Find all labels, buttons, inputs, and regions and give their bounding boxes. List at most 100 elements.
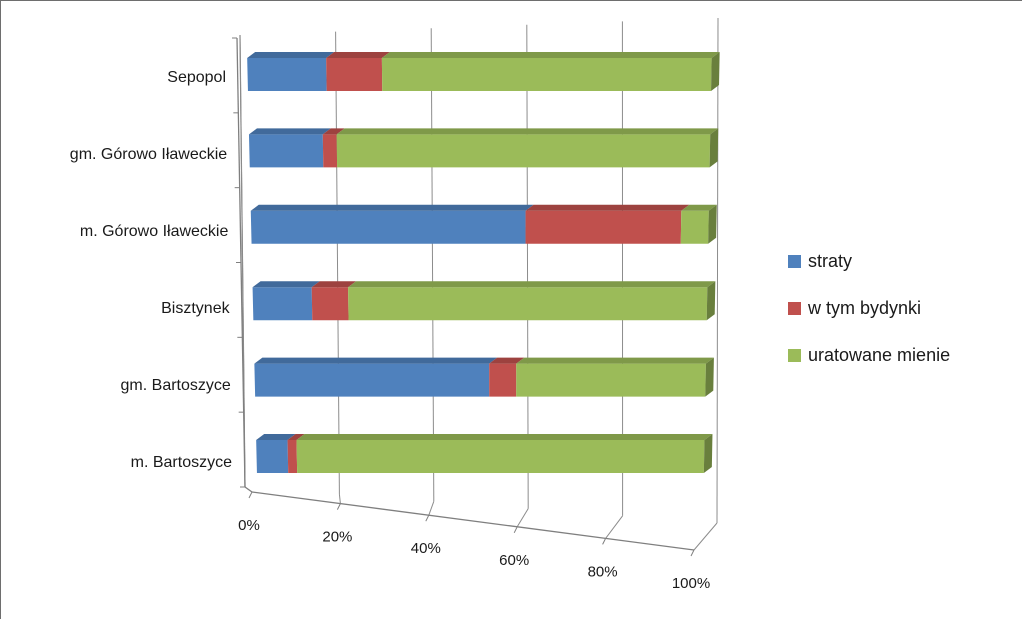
bar-front-m-bartoszyce-straty bbox=[256, 440, 289, 473]
floor-gridline-5 bbox=[693, 522, 718, 551]
bar-front-bisztynek-w-tym-bydynki bbox=[311, 287, 349, 321]
bar-sepopol-uratowane-mienie bbox=[381, 52, 720, 91]
bar-group-bisztynek bbox=[252, 281, 716, 321]
category-label-bisztynek: Bisztynek bbox=[161, 300, 230, 317]
gridline-2 bbox=[430, 28, 435, 502]
legend-swatch-w-tym-bydynki bbox=[788, 302, 801, 315]
bar-top-m-gorowo-ilaweckie-w-tym-bydynki bbox=[525, 204, 690, 211]
bar-end-m-bartoszyce bbox=[703, 434, 713, 473]
bar-group-sepopol bbox=[247, 52, 720, 91]
bar-top-bisztynek-w-tym-bydynki bbox=[311, 281, 357, 288]
bar-top-bisztynek-uratowane-mienie bbox=[348, 281, 716, 288]
bar-front-gm-bartoszyce-straty bbox=[254, 363, 490, 397]
gridlines bbox=[239, 17, 719, 551]
bar-group-gm-bartoszyce bbox=[254, 357, 714, 397]
legend-label-straty: straty bbox=[808, 251, 852, 271]
bar-top-m-gorowo-ilaweckie-uratowane-mienie bbox=[681, 204, 717, 211]
legend-label-w-tym-bydynki: w tym bydynki bbox=[807, 298, 921, 318]
bar-front-bisztynek-uratowane-mienie bbox=[348, 287, 708, 321]
bars bbox=[247, 52, 720, 473]
x-tick-mark-1 bbox=[336, 503, 341, 510]
bar-group-gm-gorowo-ilaweckie bbox=[248, 128, 719, 168]
bar-front-m-bartoszyce-w-tym-bydynki bbox=[287, 440, 298, 473]
bar-top-sepopol-uratowane-mienie bbox=[381, 52, 720, 58]
bar-m-gorowo-ilaweckie-uratowane-mienie bbox=[680, 204, 717, 244]
x-tick-label-3: 60% bbox=[499, 552, 529, 569]
floor-gridline-1 bbox=[338, 494, 341, 504]
bar-front-sepopol-straty bbox=[247, 58, 327, 91]
bar-gm-bartoszyce-uratowane-mienie bbox=[516, 357, 714, 397]
bar-gm-gorowo-ilaweckie-uratowane-mienie bbox=[336, 128, 719, 168]
category-label-m-bartoszyce: m. Bartoszyce bbox=[131, 454, 232, 471]
bar-gm-bartoszyce-w-tym-bydynki bbox=[489, 357, 525, 397]
bar-top-gm-bartoszyce-w-tym-bydynki bbox=[489, 357, 525, 364]
bar-m-bartoszyce-w-tym-bydynki bbox=[287, 434, 305, 473]
gridline-5 bbox=[716, 17, 719, 524]
legend-item-uratowane-mienie: uratowane mienie bbox=[788, 345, 950, 365]
bar-sepopol-w-tym-bydynki bbox=[326, 52, 390, 91]
category-label-sepopol: Sepopol bbox=[167, 69, 226, 86]
bar-m-bartoszyce-uratowane-mienie bbox=[296, 434, 713, 473]
bar-front-gm-gorowo-ilaweckie-w-tym-bydynki bbox=[322, 134, 338, 168]
legend: straty w tym bydynki uratowane mienie bbox=[788, 251, 950, 365]
bar-m-bartoszyce-straty bbox=[256, 434, 296, 473]
bar-top-sepopol-straty bbox=[247, 52, 335, 58]
bar-front-gm-gorowo-ilaweckie-straty bbox=[248, 134, 324, 168]
bar-front-gm-bartoszyce-w-tym-bydynki bbox=[489, 363, 517, 397]
gridline-1 bbox=[335, 31, 340, 495]
bar-top-gm-bartoszyce-uratowane-mienie bbox=[516, 357, 714, 364]
bar-top-m-gorowo-ilaweckie-straty bbox=[250, 204, 534, 211]
floor-gridline-2 bbox=[428, 501, 435, 516]
x-tick-labels: 0% 20% 40% 60% 80% 100% bbox=[238, 517, 710, 592]
x-tick-mark-5 bbox=[690, 549, 695, 557]
bar-front-gm-gorowo-ilaweckie-uratowane-mienie bbox=[336, 134, 711, 168]
bar-end-sepopol bbox=[711, 52, 720, 91]
x-tick-label-0: 0% bbox=[238, 517, 260, 534]
bar-gm-bartoszyce-straty bbox=[254, 357, 498, 397]
bar-m-gorowo-ilaweckie-straty bbox=[250, 204, 534, 244]
bar-group-m-bartoszyce bbox=[256, 434, 713, 473]
bar-end-gm-gorowo-ilaweckie bbox=[709, 128, 719, 168]
x-tick-label-2: 40% bbox=[411, 540, 441, 557]
bar-end-bisztynek bbox=[706, 281, 716, 321]
chart-axes bbox=[232, 37, 695, 557]
bar-bisztynek-straty bbox=[252, 281, 320, 321]
bar-front-m-gorowo-ilaweckie-uratowane-mienie bbox=[680, 210, 709, 244]
legend-label-uratowane-mienie: uratowane mienie bbox=[808, 345, 950, 365]
x-tick-mark-4 bbox=[602, 538, 607, 545]
bar-top-m-bartoszyce-w-tym-bydynki bbox=[287, 434, 305, 440]
bar-top-gm-gorowo-ilaweckie-w-tym-bydynki bbox=[322, 128, 345, 135]
bar-top-gm-gorowo-ilaweckie-uratowane-mienie bbox=[336, 128, 719, 135]
bar-top-m-bartoszyce-straty bbox=[256, 434, 296, 440]
gridline-3 bbox=[526, 24, 529, 509]
bar-front-m-bartoszyce-uratowane-mienie bbox=[296, 440, 705, 473]
category-labels: Sepopol gm. Górowo Iławeckie m. Górowo Iła… bbox=[70, 69, 232, 471]
x-axis-line bbox=[251, 491, 695, 551]
bar-top-gm-bartoszyce-straty bbox=[254, 357, 498, 364]
x-tick-mark-3 bbox=[513, 526, 518, 534]
x-tick-label-5: 100% bbox=[672, 575, 710, 592]
bar-front-m-gorowo-ilaweckie-w-tym-bydynki bbox=[525, 210, 682, 244]
legend-swatch-straty bbox=[788, 255, 801, 268]
bar-top-gm-gorowo-ilaweckie-straty bbox=[248, 128, 331, 135]
bar-gm-gorowo-ilaweckie-straty bbox=[248, 128, 331, 168]
bar-front-bisztynek-straty bbox=[252, 287, 313, 321]
bar-front-sepopol-uratowane-mienie bbox=[381, 58, 712, 91]
category-label-m-gorowo-ilaweckie: m. Górowo Iławeckie bbox=[80, 223, 229, 240]
bar-top-m-bartoszyce-uratowane-mienie bbox=[296, 434, 713, 440]
legend-item-w-tym-bydynki: w tym bydynki bbox=[788, 298, 921, 318]
legend-item-straty: straty bbox=[788, 251, 852, 271]
bar-front-gm-bartoszyce-uratowane-mienie bbox=[516, 363, 706, 397]
bar-sepopol-straty bbox=[247, 52, 335, 91]
bar-group-m-gorowo-ilaweckie bbox=[250, 204, 717, 244]
bar-m-gorowo-ilaweckie-w-tym-bydynki bbox=[525, 204, 690, 244]
floor-gridline-4 bbox=[605, 515, 623, 539]
x-tick-label-4: 80% bbox=[588, 563, 618, 580]
bar-top-bisztynek-straty bbox=[252, 281, 320, 288]
x-tick-label-1: 20% bbox=[322, 529, 352, 546]
bar-bisztynek-w-tym-bydynki bbox=[311, 281, 357, 321]
bar-top-sepopol-w-tym-bydynki bbox=[326, 52, 390, 58]
bar-gm-gorowo-ilaweckie-w-tym-bydynki bbox=[322, 128, 345, 168]
